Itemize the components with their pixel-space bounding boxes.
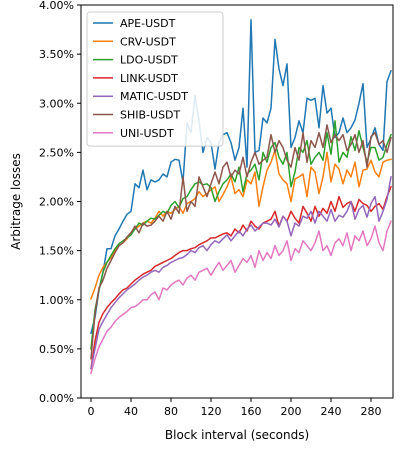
x-tick-label: 80 bbox=[164, 405, 178, 418]
legend-label: UNI-USDT bbox=[120, 127, 174, 140]
legend-box bbox=[86, 11, 224, 147]
x-tick-label: 40 bbox=[124, 405, 138, 418]
legend-label: SHIB-USDT bbox=[120, 109, 181, 122]
x-tick-label: 280 bbox=[361, 405, 382, 418]
series-layer bbox=[90, 18, 392, 375]
y-tick-label: 0.50% bbox=[39, 343, 74, 356]
x-tick-label: 160 bbox=[241, 405, 262, 418]
y-tick-label: 3.00% bbox=[39, 97, 74, 110]
legend-label: MATIC-USDT bbox=[120, 90, 188, 103]
series-line-link-usdt bbox=[90, 185, 392, 370]
legend-label: CRV-USDT bbox=[120, 35, 176, 48]
x-axis: 0 40 80 120 160 200 240 280 bbox=[88, 398, 382, 418]
legend-label: APE-USDT bbox=[120, 17, 176, 30]
series-line-uni-usdt bbox=[90, 220, 392, 375]
legend-label: LDO-USDT bbox=[120, 54, 178, 67]
y-tick-label: 1.00% bbox=[39, 294, 74, 307]
x-tick-label: 0 bbox=[88, 405, 95, 418]
series-line-shib-usdt bbox=[90, 124, 392, 360]
legend-label: LINK-USDT bbox=[120, 72, 178, 85]
x-tick-label: 120 bbox=[201, 405, 222, 418]
y-tick-label: 2.50% bbox=[39, 146, 74, 159]
y-tick-label: 3.50% bbox=[39, 48, 74, 61]
x-axis-label: Block interval (seconds) bbox=[165, 428, 309, 442]
series-line-ape-usdt bbox=[90, 18, 392, 335]
x-tick-label: 240 bbox=[321, 405, 342, 418]
y-axis-label: Arbitrage losses bbox=[9, 153, 23, 250]
y-tick-label: 2.00% bbox=[39, 196, 74, 209]
x-tick-label: 200 bbox=[281, 405, 302, 418]
y-tick-label: 1.50% bbox=[39, 245, 74, 258]
series-line-matic-usdt bbox=[90, 176, 392, 370]
y-tick-label: 0.00% bbox=[39, 392, 74, 405]
series-line-ldo-usdt bbox=[90, 120, 392, 350]
y-axis: 0.00% 0.50% 1.00% 1.50% 2.00% 2.50% 3.00% 3.50%… bbox=[39, 0, 81, 405]
series-line-crv-usdt bbox=[90, 149, 392, 300]
legend: APE-USDT CRV-USDT LDO-USDT LINK-USDT MATIC-U… bbox=[86, 11, 224, 147]
y-tick-label: 4.00% bbox=[39, 0, 74, 12]
